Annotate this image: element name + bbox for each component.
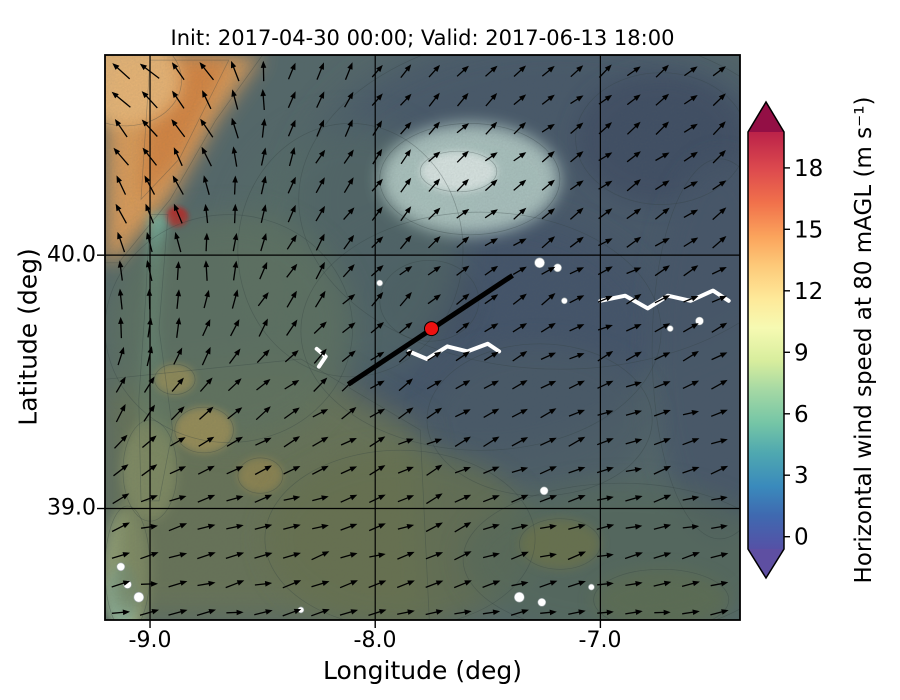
x-axis-label: Longitude (deg)	[323, 656, 522, 685]
colorbar: 0 3 6 9 12 15 18	[747, 100, 823, 580]
colorbar-tick-label: 9	[794, 340, 809, 366]
x-tick-label: -8.0	[353, 628, 397, 653]
x-tick-label: -7.0	[578, 628, 622, 653]
colorbar-label: Horizontal wind speed at 80 mAGL (m s⁻¹)	[851, 96, 877, 584]
axis-ticks	[97, 254, 602, 628]
y-tick-label: 40.0	[47, 242, 96, 268]
plot-frame	[104, 54, 741, 621]
grid-lines	[105, 55, 740, 620]
colorbar-tick-label: 15	[794, 217, 823, 243]
colorbar-tick-label: 12	[794, 279, 823, 305]
colorbar-gradient	[748, 132, 784, 549]
colorbar-over-arrow	[748, 102, 784, 132]
colorbar-tick-label: 18	[794, 156, 823, 182]
wind-quiver	[111, 60, 729, 617]
colorbar-tick-label: 6	[794, 402, 809, 428]
water-patches	[116, 257, 731, 614]
colorbar-tick-label: 3	[794, 463, 809, 489]
colorbar-tick-label: 0	[794, 525, 809, 551]
map-field	[105, 55, 740, 620]
y-tick-label: 39.0	[47, 495, 96, 521]
x-tick-label: -9.0	[128, 628, 172, 653]
y-axis-label: Latitude (deg)	[13, 248, 43, 426]
colorbar-under-arrow	[748, 549, 784, 578]
site-marker	[424, 321, 439, 337]
plot-title: Init: 2017-04-30 00:00; Valid: 2017-06-1…	[170, 26, 675, 50]
